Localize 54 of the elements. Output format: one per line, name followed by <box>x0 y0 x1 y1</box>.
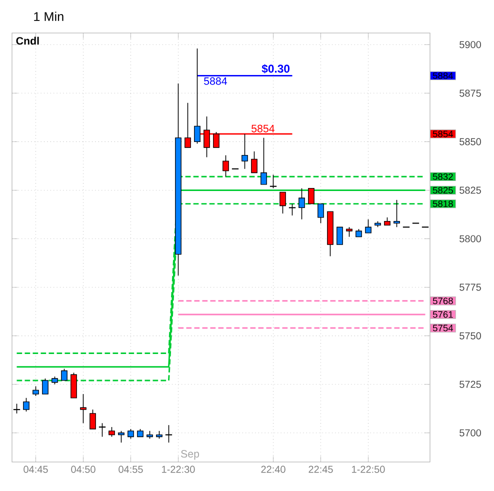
y-tick-label: 5725 <box>460 380 481 388</box>
candlestick <box>128 428 134 440</box>
candlestick <box>42 378 48 394</box>
x-tick-label: 04:55 <box>118 466 143 473</box>
x-tick-label: 22:45 <box>308 466 333 473</box>
x-tick-label: 1-22:30 <box>162 466 195 473</box>
y-tick-label: 5850 <box>460 138 481 146</box>
text: 5761 <box>432 311 453 318</box>
candlestick <box>194 48 200 144</box>
candlestick <box>280 192 286 214</box>
candlestick <box>308 188 314 204</box>
candlestick <box>184 102 191 148</box>
y-tick-label: 5800 <box>460 235 481 242</box>
y-tick-label: 5750 <box>460 332 481 340</box>
series-label: 5854 <box>252 124 275 132</box>
x-tick-label: 04:45 <box>24 466 48 473</box>
candlestick <box>251 150 258 174</box>
candlestick <box>108 426 115 438</box>
text: 5884 <box>432 72 454 79</box>
candlestick <box>32 386 39 396</box>
y-tick-label: 5775 <box>460 284 481 291</box>
candlestick <box>90 409 96 430</box>
annotation: Cndl <box>16 36 39 45</box>
y-tick-label: 5825 <box>460 186 481 194</box>
text: 5754 <box>432 324 454 332</box>
text: 5768 <box>432 298 453 304</box>
y-tick-label: 5875 <box>460 90 481 97</box>
series-label: 5884 <box>204 77 228 85</box>
annotation: $0.30 <box>262 64 290 74</box>
candlestick <box>23 398 30 412</box>
candlestick <box>336 226 343 245</box>
candlestick <box>346 226 352 238</box>
text: 5825 <box>432 186 453 194</box>
y-tick-label: 5900 <box>460 41 481 48</box>
x-tick-label: 04:50 <box>71 466 96 473</box>
candlestick <box>365 218 372 234</box>
candlestick <box>260 137 267 185</box>
candlestick <box>118 430 124 443</box>
candlestick <box>318 203 324 224</box>
candlestick <box>222 154 229 178</box>
text: 5832 <box>432 173 453 180</box>
candlestick <box>80 394 86 424</box>
y-tick-label: 5700 <box>460 429 481 436</box>
text: 5854 <box>432 130 454 138</box>
candlestick <box>61 368 68 381</box>
chart-title: 1 Min <box>34 12 64 21</box>
x-tick-label: 1-22:50 <box>352 466 385 473</box>
candlestick <box>242 134 248 170</box>
annotation: Sep <box>180 450 200 460</box>
x-tick-label: 22:40 <box>261 466 286 473</box>
candlestick <box>298 188 305 220</box>
candlestick <box>70 372 77 398</box>
candlestick <box>394 200 400 228</box>
text: 5818 <box>432 200 453 208</box>
